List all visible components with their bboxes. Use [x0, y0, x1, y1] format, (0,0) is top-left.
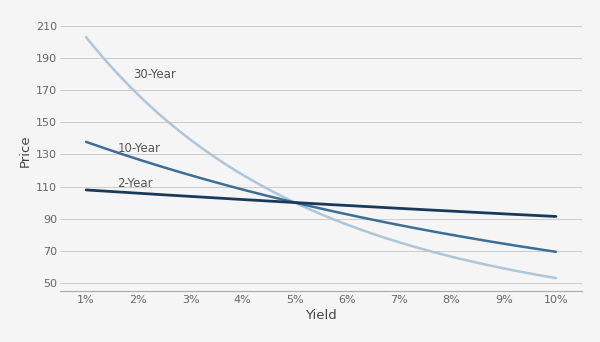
Text: 2-Year: 2-Year: [118, 177, 153, 190]
X-axis label: Yield: Yield: [305, 309, 337, 322]
Y-axis label: Price: Price: [19, 134, 32, 167]
Text: 10-Year: 10-Year: [118, 142, 160, 155]
Text: 30-Year: 30-Year: [133, 68, 176, 81]
